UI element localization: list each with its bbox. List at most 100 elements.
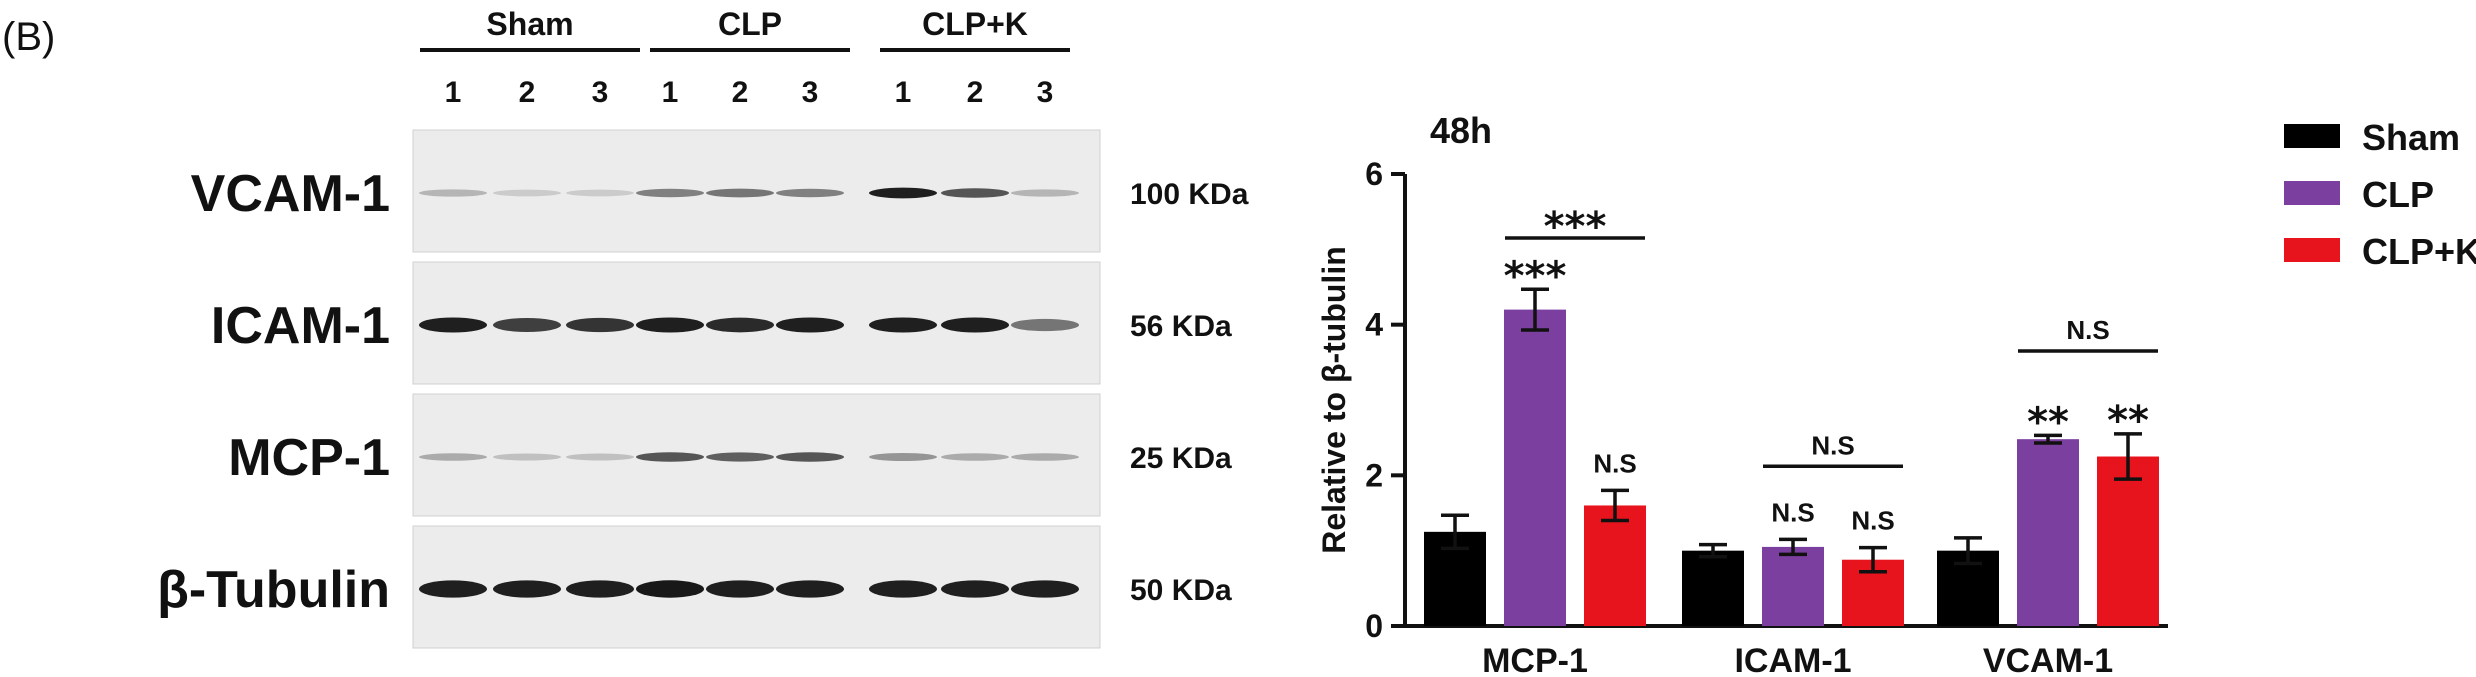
bar-clp-k-vcam-1 [2097,456,2159,626]
lane-number: 3 [1037,76,1054,109]
bar-clp-k-mcp-1 [1584,505,1646,626]
y-tick-label: 6 [1365,156,1383,192]
error-bar [1954,536,1982,566]
legend-label: CLP [2362,174,2434,215]
significance-label: ** [2027,399,2069,445]
blot-band [776,188,844,198]
blot-band [869,453,937,461]
y-tick-label: 0 [1365,608,1383,644]
blot-band [419,453,487,461]
significance-label: *** [1544,204,1607,250]
blot-band [706,188,774,198]
blot-band [776,452,844,462]
blot-band [419,317,487,333]
lane-number: 1 [445,76,462,109]
significance-label: *** [1504,253,1567,299]
blot-band [493,580,561,598]
blot-band [941,580,1009,598]
blot-row-mcp-1: MCP-1 25 KDa [228,393,1232,517]
legend-swatch [2284,124,2340,148]
molecular-weight-label: 50 KDa [1130,574,1232,607]
blot-band [493,453,561,461]
legend-label: CLP+K [2362,231,2476,272]
x-category-label: ICAM-1 [1734,642,1851,677]
molecular-weight-label: 25 KDa [1130,442,1232,475]
blot-band [869,580,937,598]
chart-legend: Sham CLP CLP+K [2284,117,2476,272]
blot-band [636,452,704,462]
protein-label: ICAM-1 [211,297,390,355]
bar-sham-icam-1 [1682,550,1744,626]
legend-swatch [2284,181,2340,205]
lane-number: 2 [967,76,984,109]
blot-row-icam-1: ICAM-1 56 KDa [211,261,1232,385]
blot-band [419,580,487,598]
group-label-clp: CLP [718,6,782,42]
error-bar [1601,488,1629,523]
blot-row-vcam-1: VCAM-1 100 KDa [191,129,1249,253]
blot-band [1011,453,1079,461]
error-bar [1699,542,1727,559]
blot-band [636,317,704,333]
blot-band [566,317,634,333]
blot-row--tubulin: β-Tubulin 50 KDa [157,525,1232,649]
significance-label: N.S [1593,448,1636,478]
blot-band [566,580,634,598]
error-bar [1441,513,1469,551]
blot-band [419,189,487,197]
significance-label: N.S [1851,506,1894,536]
lane-number: 2 [732,76,749,109]
blot-band [776,317,844,333]
error-bar [1859,545,1887,574]
lane-number: 2 [519,76,536,109]
error-bar [1779,537,1807,557]
significance-label: N.S [2066,315,2109,345]
bar-clp-vcam-1 [2017,439,2079,626]
y-axis-label: Relative to β-tubulin [1316,246,1352,554]
x-category-label: VCAM-1 [1983,642,2113,677]
bar-clp-icam-1 [1762,546,1824,626]
y-tick-label: 2 [1365,457,1383,493]
blot-band [566,453,634,461]
lane-number: 3 [592,76,609,109]
lane-number: 1 [895,76,912,109]
blot-band [776,580,844,598]
blot-band [493,318,561,332]
blot-band [636,188,704,198]
western-blot: Sham CLP CLP+K 1 2 3 1 2 3 1 2 3 VCAM-1 100 KDa ICAM-1… [157,6,1249,649]
group-label-sham: Sham [486,6,573,42]
y-tick-label: 4 [1365,307,1383,343]
lane-number: 3 [802,76,819,109]
blot-band [941,188,1009,198]
protein-label: MCP-1 [228,429,390,487]
blot-band [941,453,1009,461]
blot-band [636,580,704,598]
significance-label: ** [2107,398,2149,444]
lane-number: 1 [662,76,679,109]
group-label-clp-k: CLP+K [922,6,1028,42]
chart-title: 48h [1430,110,1492,151]
panel-label: (B) [2,15,55,59]
legend-swatch [2284,238,2340,262]
blot-band [1011,189,1079,197]
error-bar [1521,287,1549,332]
protein-label: VCAM-1 [191,165,390,223]
blot-band [706,317,774,333]
x-category-label: MCP-1 [1482,642,1588,677]
significance-label: N.S [1811,430,1854,460]
bar-clp-mcp-1 [1504,309,1566,626]
significance-label: N.S [1771,497,1814,527]
molecular-weight-label: 100 KDa [1130,178,1249,211]
blot-band [706,580,774,598]
blot-band [941,317,1009,333]
legend-label: Sham [2362,117,2460,158]
blot-band [566,189,634,197]
molecular-weight-label: 56 KDa [1130,310,1232,343]
bar-chart: 48h Relative to β-tubulin 0 2 4 6 MCP-1 ICAM-1 V… [1316,110,2476,677]
blot-band [869,317,937,333]
blot-band [1011,580,1079,598]
blot-band [706,452,774,462]
blot-band [493,189,561,197]
blot-band [1011,318,1079,332]
